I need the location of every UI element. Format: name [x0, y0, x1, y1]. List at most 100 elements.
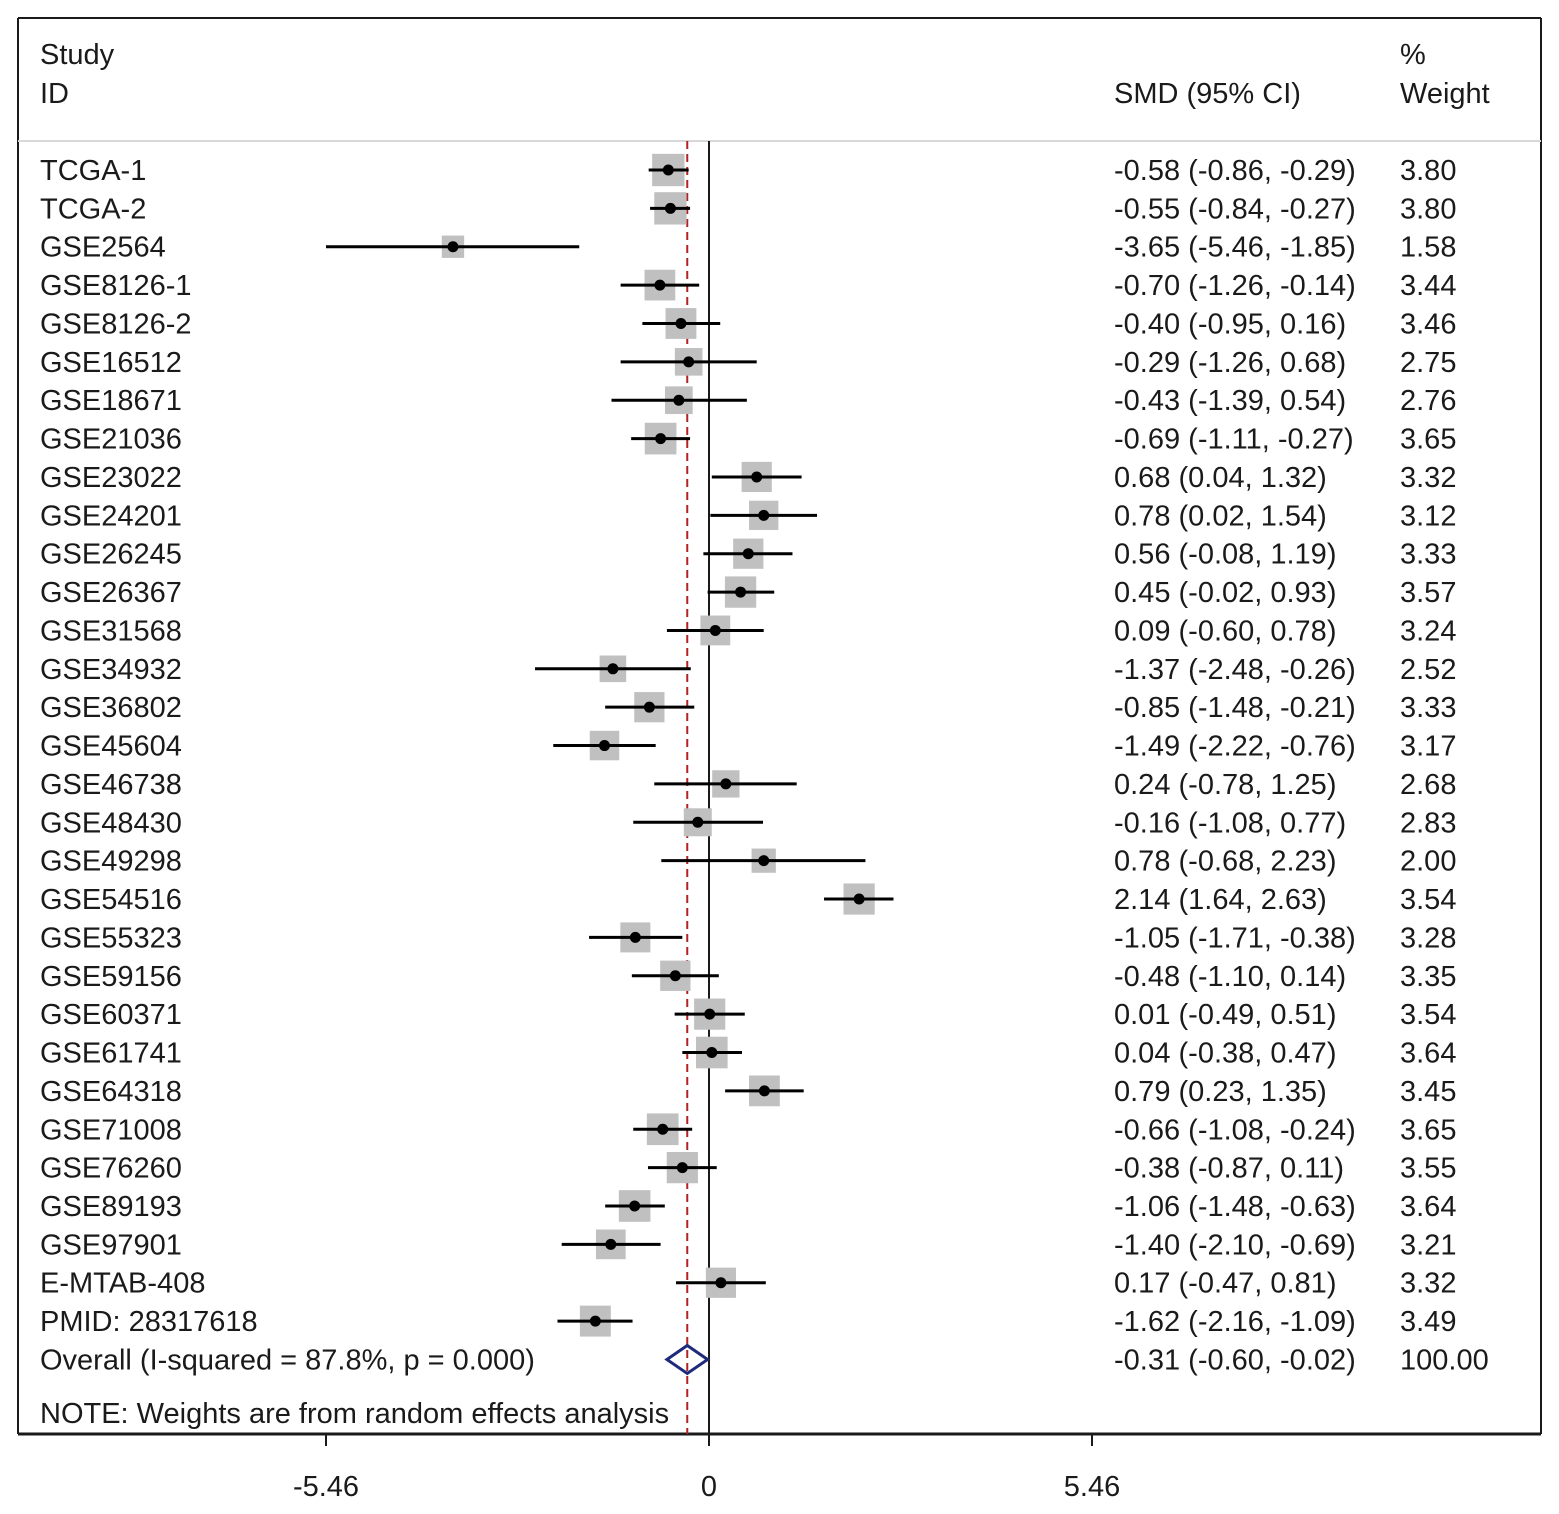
- weight-label: 3.80: [1400, 155, 1456, 187]
- smd-ci-label: 0.01 (-0.49, 0.51): [1114, 999, 1336, 1031]
- x-tick-label: -5.46: [293, 1471, 359, 1503]
- study-row: GSE31568 0.09 (-0.60, 0.78) 3.24: [40, 615, 1456, 647]
- smd-ci-label: -1.06 (-1.48, -0.63): [1114, 1191, 1356, 1223]
- study-row: TCGA-1 -0.58 (-0.86, -0.29) 3.80: [40, 153, 1456, 187]
- study-id-label: GSE61741: [40, 1038, 182, 1070]
- smd-ci-label: 2.14 (1.64, 2.63): [1114, 884, 1327, 916]
- point-estimate: [704, 1008, 716, 1020]
- study-row: GSE45604 -1.49 (-2.22, -0.76) 3.17: [40, 731, 1456, 763]
- study-id-label: GSE48430: [40, 807, 182, 839]
- study-id-label: GSE26245: [40, 539, 182, 571]
- x-tick-label: 0: [701, 1471, 717, 1503]
- weight-label: 3.65: [1400, 424, 1456, 456]
- study-row: TCGA-2 -0.55 (-0.84, -0.27) 3.80: [40, 192, 1456, 225]
- study-id-label: GSE46738: [40, 769, 182, 801]
- weight-label: 3.65: [1400, 1114, 1456, 1146]
- overall-smd-ci-label: -0.31 (-0.60, -0.02): [1114, 1344, 1356, 1376]
- weight-label: 3.28: [1400, 922, 1456, 954]
- weight-label: 3.80: [1400, 193, 1456, 225]
- weight-label: 3.12: [1400, 500, 1456, 532]
- study-row: GSE24201 0.78 (0.02, 1.54) 3.12: [40, 500, 1456, 532]
- weight-label: 3.33: [1400, 539, 1456, 571]
- smd-ci-label: -0.48 (-1.10, 0.14): [1114, 961, 1346, 993]
- smd-ci-label: -0.43 (-1.39, 0.54): [1114, 385, 1346, 417]
- weight-label: 2.75: [1400, 347, 1456, 379]
- smd-ci-label: 0.09 (-0.60, 0.78): [1114, 615, 1336, 647]
- study-id-label: GSE31568: [40, 615, 182, 647]
- point-estimate: [758, 855, 770, 867]
- smd-ci-label: -3.65 (-5.46, -1.85): [1114, 232, 1356, 264]
- study-id-label: PMID: 28317618: [40, 1306, 258, 1338]
- weight-label: 3.21: [1400, 1229, 1456, 1261]
- weight-label: 3.64: [1400, 1038, 1456, 1070]
- smd-ci-label: 0.79 (0.23, 1.35): [1114, 1076, 1327, 1108]
- study-id-label: GSE89193: [40, 1191, 182, 1223]
- study-id-label: GSE16512: [40, 347, 182, 379]
- study-row: GSE61741 0.04 (-0.38, 0.47) 3.64: [40, 1036, 1456, 1070]
- point-estimate: [447, 241, 459, 253]
- weight-label: 1.58: [1400, 232, 1456, 264]
- smd-ci-label: 0.78 (0.02, 1.54): [1114, 500, 1327, 532]
- study-id-label: GSE2564: [40, 232, 166, 264]
- weight-label: 3.54: [1400, 884, 1456, 916]
- point-estimate: [598, 740, 610, 752]
- study-row: GSE21036 -0.69 (-1.11, -0.27) 3.65: [40, 422, 1456, 456]
- smd-ci-label: 0.56 (-0.08, 1.19): [1114, 539, 1336, 571]
- smd-ci-label: -1.62 (-2.16, -1.09): [1114, 1306, 1356, 1338]
- study-row: GSE49298 0.78 (-0.68, 2.23) 2.00: [40, 846, 1456, 878]
- study-id-label: GSE23022: [40, 462, 182, 494]
- study-row: GSE8126-1 -0.70 (-1.26, -0.14) 3.44: [40, 269, 1456, 302]
- point-estimate: [629, 1200, 641, 1212]
- study-row: GSE48430 -0.16 (-1.08, 0.77) 2.83: [40, 807, 1456, 839]
- point-estimate: [706, 1047, 718, 1059]
- weight-label: 3.64: [1400, 1191, 1456, 1223]
- study-row: GSE2564 -3.65 (-5.46, -1.85) 1.58: [40, 232, 1456, 264]
- weight-label: 2.76: [1400, 385, 1456, 417]
- weight-label: 3.44: [1400, 270, 1456, 302]
- weight-label: 3.24: [1400, 615, 1456, 647]
- point-estimate: [643, 701, 655, 713]
- header-percent: %: [1400, 39, 1426, 71]
- point-estimate: [853, 893, 865, 905]
- smd-ci-label: -0.29 (-1.26, 0.68): [1114, 347, 1346, 379]
- smd-ci-label: -0.70 (-1.26, -0.14): [1114, 270, 1356, 302]
- smd-ci-label: 0.68 (0.04, 1.32): [1114, 462, 1327, 494]
- study-id-label: GSE8126-2: [40, 308, 192, 340]
- smd-ci-label: -1.05 (-1.71, -0.38): [1114, 922, 1356, 954]
- study-id-label: E-MTAB-408: [40, 1268, 205, 1300]
- point-estimate: [605, 1238, 617, 1250]
- study-id-label: GSE60371: [40, 999, 182, 1031]
- point-estimate: [758, 1085, 770, 1097]
- study-row: GSE26367 0.45 (-0.02, 0.93) 3.57: [40, 576, 1456, 609]
- study-row: GSE89193 -1.06 (-1.48, -0.63) 3.64: [40, 1190, 1456, 1223]
- smd-ci-label: -1.40 (-2.10, -0.69): [1114, 1229, 1356, 1261]
- point-estimate: [629, 931, 641, 943]
- point-estimate: [742, 548, 754, 560]
- study-row: GSE54516 2.14 (1.64, 2.63) 3.54: [40, 883, 1456, 916]
- point-estimate: [664, 202, 676, 214]
- weight-label: 3.55: [1400, 1153, 1456, 1185]
- smd-ci-label: 0.17 (-0.47, 0.81): [1114, 1268, 1336, 1300]
- study-row: GSE60371 0.01 (-0.49, 0.51) 3.54: [40, 998, 1456, 1031]
- point-estimate: [751, 471, 763, 483]
- study-row: GSE26245 0.56 (-0.08, 1.19) 3.33: [40, 538, 1456, 571]
- study-row: GSE16512 -0.29 (-1.26, 0.68) 2.75: [40, 347, 1456, 379]
- weight-label: 3.45: [1400, 1076, 1456, 1108]
- study-row: GSE36802 -0.85 (-1.48, -0.21) 3.33: [40, 692, 1456, 724]
- smd-ci-label: -0.40 (-0.95, 0.16): [1114, 308, 1346, 340]
- study-row: GSE23022 0.68 (0.04, 1.32) 3.32: [40, 461, 1456, 494]
- overall-weight-label: 100.00: [1400, 1344, 1489, 1376]
- smd-ci-label: -0.58 (-0.86, -0.29): [1114, 155, 1356, 187]
- weight-label: 2.00: [1400, 846, 1456, 878]
- point-estimate: [662, 164, 674, 176]
- point-estimate: [758, 509, 770, 521]
- study-row: PMID: 28317618 -1.62 (-2.16, -1.09) 3.49: [40, 1305, 1456, 1338]
- point-estimate: [607, 663, 619, 675]
- study-id-label: GSE36802: [40, 692, 182, 724]
- study-id-label: GSE26367: [40, 577, 182, 609]
- study-row: GSE18671 -0.43 (-1.39, 0.54) 2.76: [40, 385, 1456, 417]
- weight-label: 3.17: [1400, 731, 1456, 763]
- smd-ci-label: -0.69 (-1.11, -0.27): [1114, 424, 1354, 456]
- point-estimate: [655, 433, 667, 445]
